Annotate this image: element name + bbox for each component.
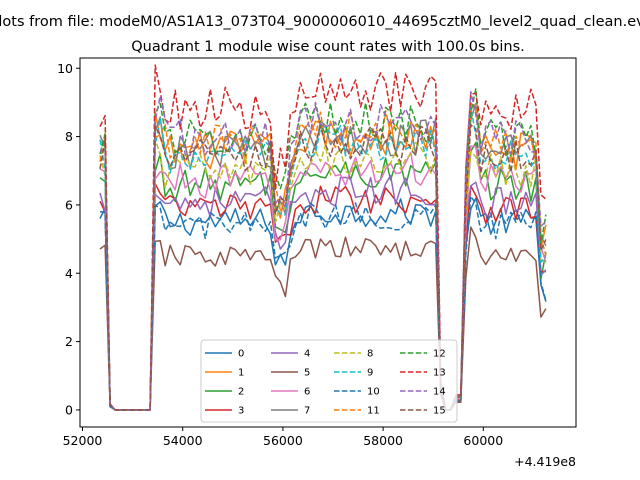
y-tick-label: 4	[65, 266, 73, 281]
y-tick-label: 10	[57, 61, 73, 76]
series-line-10	[99, 195, 547, 411]
x-axis: 52000 54000 56000 58000 60000	[63, 427, 503, 448]
series-line-5	[99, 226, 547, 411]
x-tick-label: 60000	[463, 433, 503, 448]
legend-label-13: 13	[433, 368, 446, 379]
legend-label-1: 1	[238, 368, 244, 379]
series-line-0	[99, 197, 547, 411]
x-tick-label: 52000	[63, 433, 103, 448]
plot-frame	[79, 57, 577, 428]
x-tick-label: 56000	[263, 433, 303, 448]
y-tick-label: 2	[65, 334, 73, 349]
series-line-8	[99, 137, 547, 411]
legend-label-4: 4	[304, 349, 310, 360]
legend-label-14: 14	[433, 387, 446, 398]
series-line-15	[99, 124, 547, 411]
legend-label-8: 8	[367, 349, 373, 360]
legend-label-9: 9	[367, 368, 373, 379]
legend-label-7: 7	[304, 406, 310, 417]
x-offset-label: +4.419e8	[514, 454, 576, 469]
legend-label-15: 15	[433, 406, 446, 417]
legend-label-3: 3	[238, 406, 244, 417]
legend-label-6: 6	[304, 387, 310, 398]
series-line-14	[99, 91, 547, 411]
y-tick-label: 6	[65, 197, 73, 212]
series-layer	[99, 64, 547, 411]
y-tick-label: 8	[65, 129, 73, 144]
legend-label-5: 5	[304, 368, 310, 379]
y-axis: 0 2 4 6 8 10	[57, 61, 80, 417]
series-line-7	[99, 102, 547, 411]
legend-label-2: 2	[238, 387, 244, 398]
figure-suptitle: Plots from file: modeM0/AS1A13_073T04_90…	[0, 14, 640, 30]
y-tick-label: 0	[65, 402, 73, 417]
x-tick-label: 58000	[363, 433, 403, 448]
legend-label-11: 11	[367, 406, 380, 417]
series-line-4	[99, 174, 547, 411]
legend-frame	[200, 339, 458, 423]
series-line-13	[99, 64, 547, 411]
series-line-12	[99, 88, 547, 411]
chart-title: Quadrant 1 module wise count rates with …	[131, 39, 525, 55]
legend-label-10: 10	[367, 387, 380, 398]
legend-label-12: 12	[433, 349, 446, 360]
x-tick-label: 54000	[163, 433, 203, 448]
legend-label-0: 0	[238, 349, 244, 360]
series-line-6	[99, 145, 547, 411]
